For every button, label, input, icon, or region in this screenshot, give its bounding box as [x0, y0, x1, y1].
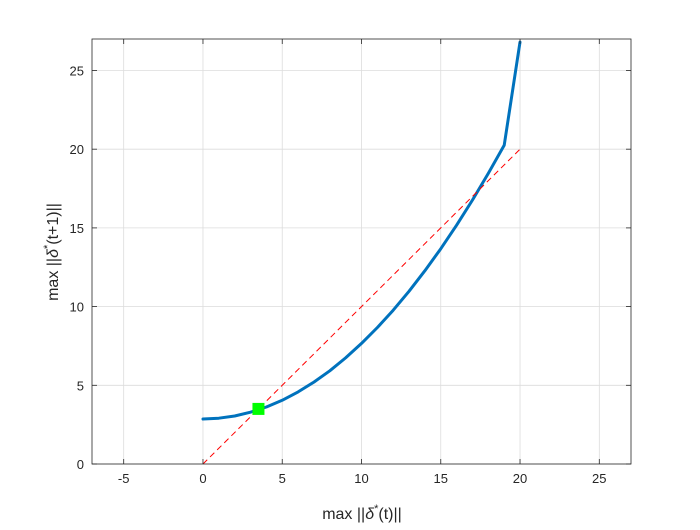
x-tick-label: 5	[279, 471, 286, 486]
y-tick-label: 5	[77, 378, 84, 393]
y-tick-label: 15	[70, 221, 84, 236]
x-tick-label: 25	[592, 471, 606, 486]
ticks: -5 0 5 10 15 20 25 0 5 10 15 20 25	[70, 39, 631, 486]
y-axis-label: max ||δ*(t+1)||	[42, 203, 62, 301]
y-tick-label: 25	[70, 63, 84, 78]
fixed-point-marker	[252, 402, 265, 415]
x-tick-label: 10	[354, 471, 368, 486]
y-tick-label: 0	[77, 457, 84, 472]
y-tick-label: 10	[70, 300, 84, 315]
x-tick-label: 20	[513, 471, 527, 486]
series-layer	[201, 40, 522, 465]
x-tick-label: 0	[199, 471, 206, 486]
x-tick-label: 15	[434, 471, 448, 486]
y-tick-label: 20	[70, 142, 84, 157]
x-tick-label: -5	[118, 471, 130, 486]
x-axis-label: max ||δ*(t)||	[322, 503, 402, 523]
